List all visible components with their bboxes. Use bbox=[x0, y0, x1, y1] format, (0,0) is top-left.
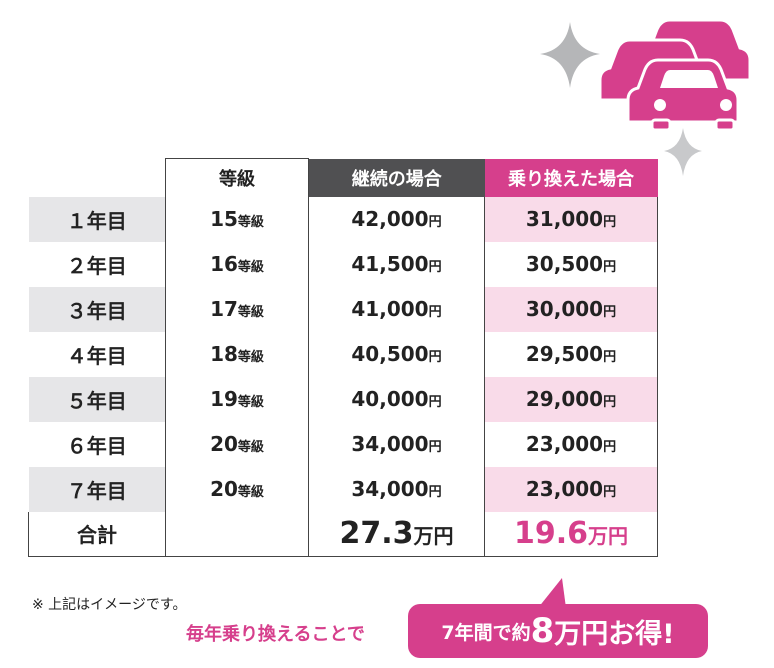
total-continue: 27.3万円 bbox=[308, 511, 485, 557]
year-cell: ６年目 bbox=[66, 433, 127, 458]
switch-cell: 30,500円 bbox=[484, 241, 658, 287]
grade-cell: 20等級 bbox=[165, 421, 309, 467]
year-cell: ２年目 bbox=[66, 253, 127, 278]
continue-cell: 34,000円 bbox=[308, 466, 485, 512]
continue-cell: 41,500円 bbox=[308, 241, 485, 287]
table-row: ６年目 20等級 34,000円 23,000円 bbox=[29, 421, 658, 467]
switch-cell: 23,000円 bbox=[484, 421, 658, 467]
year-cell: ５年目 bbox=[28, 376, 166, 422]
year-cell: ３年目 bbox=[28, 286, 166, 332]
table-row: ２年目 16等級 41,500円 30,500円 bbox=[29, 241, 658, 287]
year-cell: １年目 bbox=[28, 196, 166, 242]
header-switch: 乗り換えた場合 bbox=[484, 158, 658, 197]
grade-cell: 19等級 bbox=[165, 376, 309, 422]
sparkle-icon bbox=[540, 22, 600, 88]
grade-cell: 17等級 bbox=[165, 286, 309, 332]
bubble-tail bbox=[538, 578, 566, 608]
year-cell: ７年目 bbox=[28, 466, 166, 512]
table-row: ４年目 18等級 40,500円 29,500円 bbox=[29, 331, 658, 377]
disclaimer-note: ※ 上記はイメージです。 bbox=[32, 597, 187, 613]
savings-lead-text: 毎年乗り換えることで bbox=[186, 624, 365, 645]
table-row: ３年目 17等級 41,000円 30,000円 bbox=[28, 286, 658, 332]
cars-sparkles-illustration bbox=[540, 18, 752, 176]
switch-cell: 23,000円 bbox=[484, 466, 658, 512]
year-cell: ４年目 bbox=[66, 343, 127, 368]
table-row: １年目 15等級 42,000円 31,000円 bbox=[28, 196, 658, 242]
total-label: 合計 bbox=[28, 511, 166, 557]
insurance-comparison-table: 等級 継続の場合 乗り換えた場合 １年目 15等級 42,000円 31,000… bbox=[28, 158, 658, 557]
total-switch: 19.6万円 bbox=[484, 511, 658, 557]
switch-cell: 30,000円 bbox=[484, 286, 658, 332]
switch-cell: 29,000円 bbox=[484, 376, 658, 422]
continue-cell: 42,000円 bbox=[308, 196, 485, 242]
grade-cell: 16等級 bbox=[165, 241, 309, 287]
grade-cell: 15等級 bbox=[165, 196, 309, 242]
switch-cell: 29,500円 bbox=[484, 331, 658, 377]
header-row: 等級 継続の場合 乗り換えた場合 bbox=[29, 158, 658, 197]
continue-cell: 41,000円 bbox=[308, 286, 485, 332]
total-row: 合計 27.3万円 19.6万円 bbox=[28, 511, 658, 557]
table-row: ７年目 20等級 34,000円 23,000円 bbox=[28, 466, 658, 512]
car-icon bbox=[598, 18, 752, 132]
table-row: ５年目 19等級 40,000円 29,000円 bbox=[28, 376, 658, 422]
continue-cell: 34,000円 bbox=[308, 421, 485, 467]
grade-cell: 20等級 bbox=[165, 466, 309, 512]
header-empty bbox=[29, 159, 166, 197]
grade-cell: 18等級 bbox=[165, 331, 309, 377]
total-grade bbox=[165, 511, 309, 557]
continue-cell: 40,000円 bbox=[308, 376, 485, 422]
switch-cell: 31,000円 bbox=[484, 196, 658, 242]
header-continue: 継続の場合 bbox=[308, 158, 485, 197]
continue-cell: 40,500円 bbox=[308, 331, 485, 377]
sparkle-icon bbox=[664, 128, 702, 176]
header-grade: 等級 bbox=[165, 158, 309, 197]
savings-bubble: 7年間で約 8 万円 お得! bbox=[408, 604, 708, 658]
